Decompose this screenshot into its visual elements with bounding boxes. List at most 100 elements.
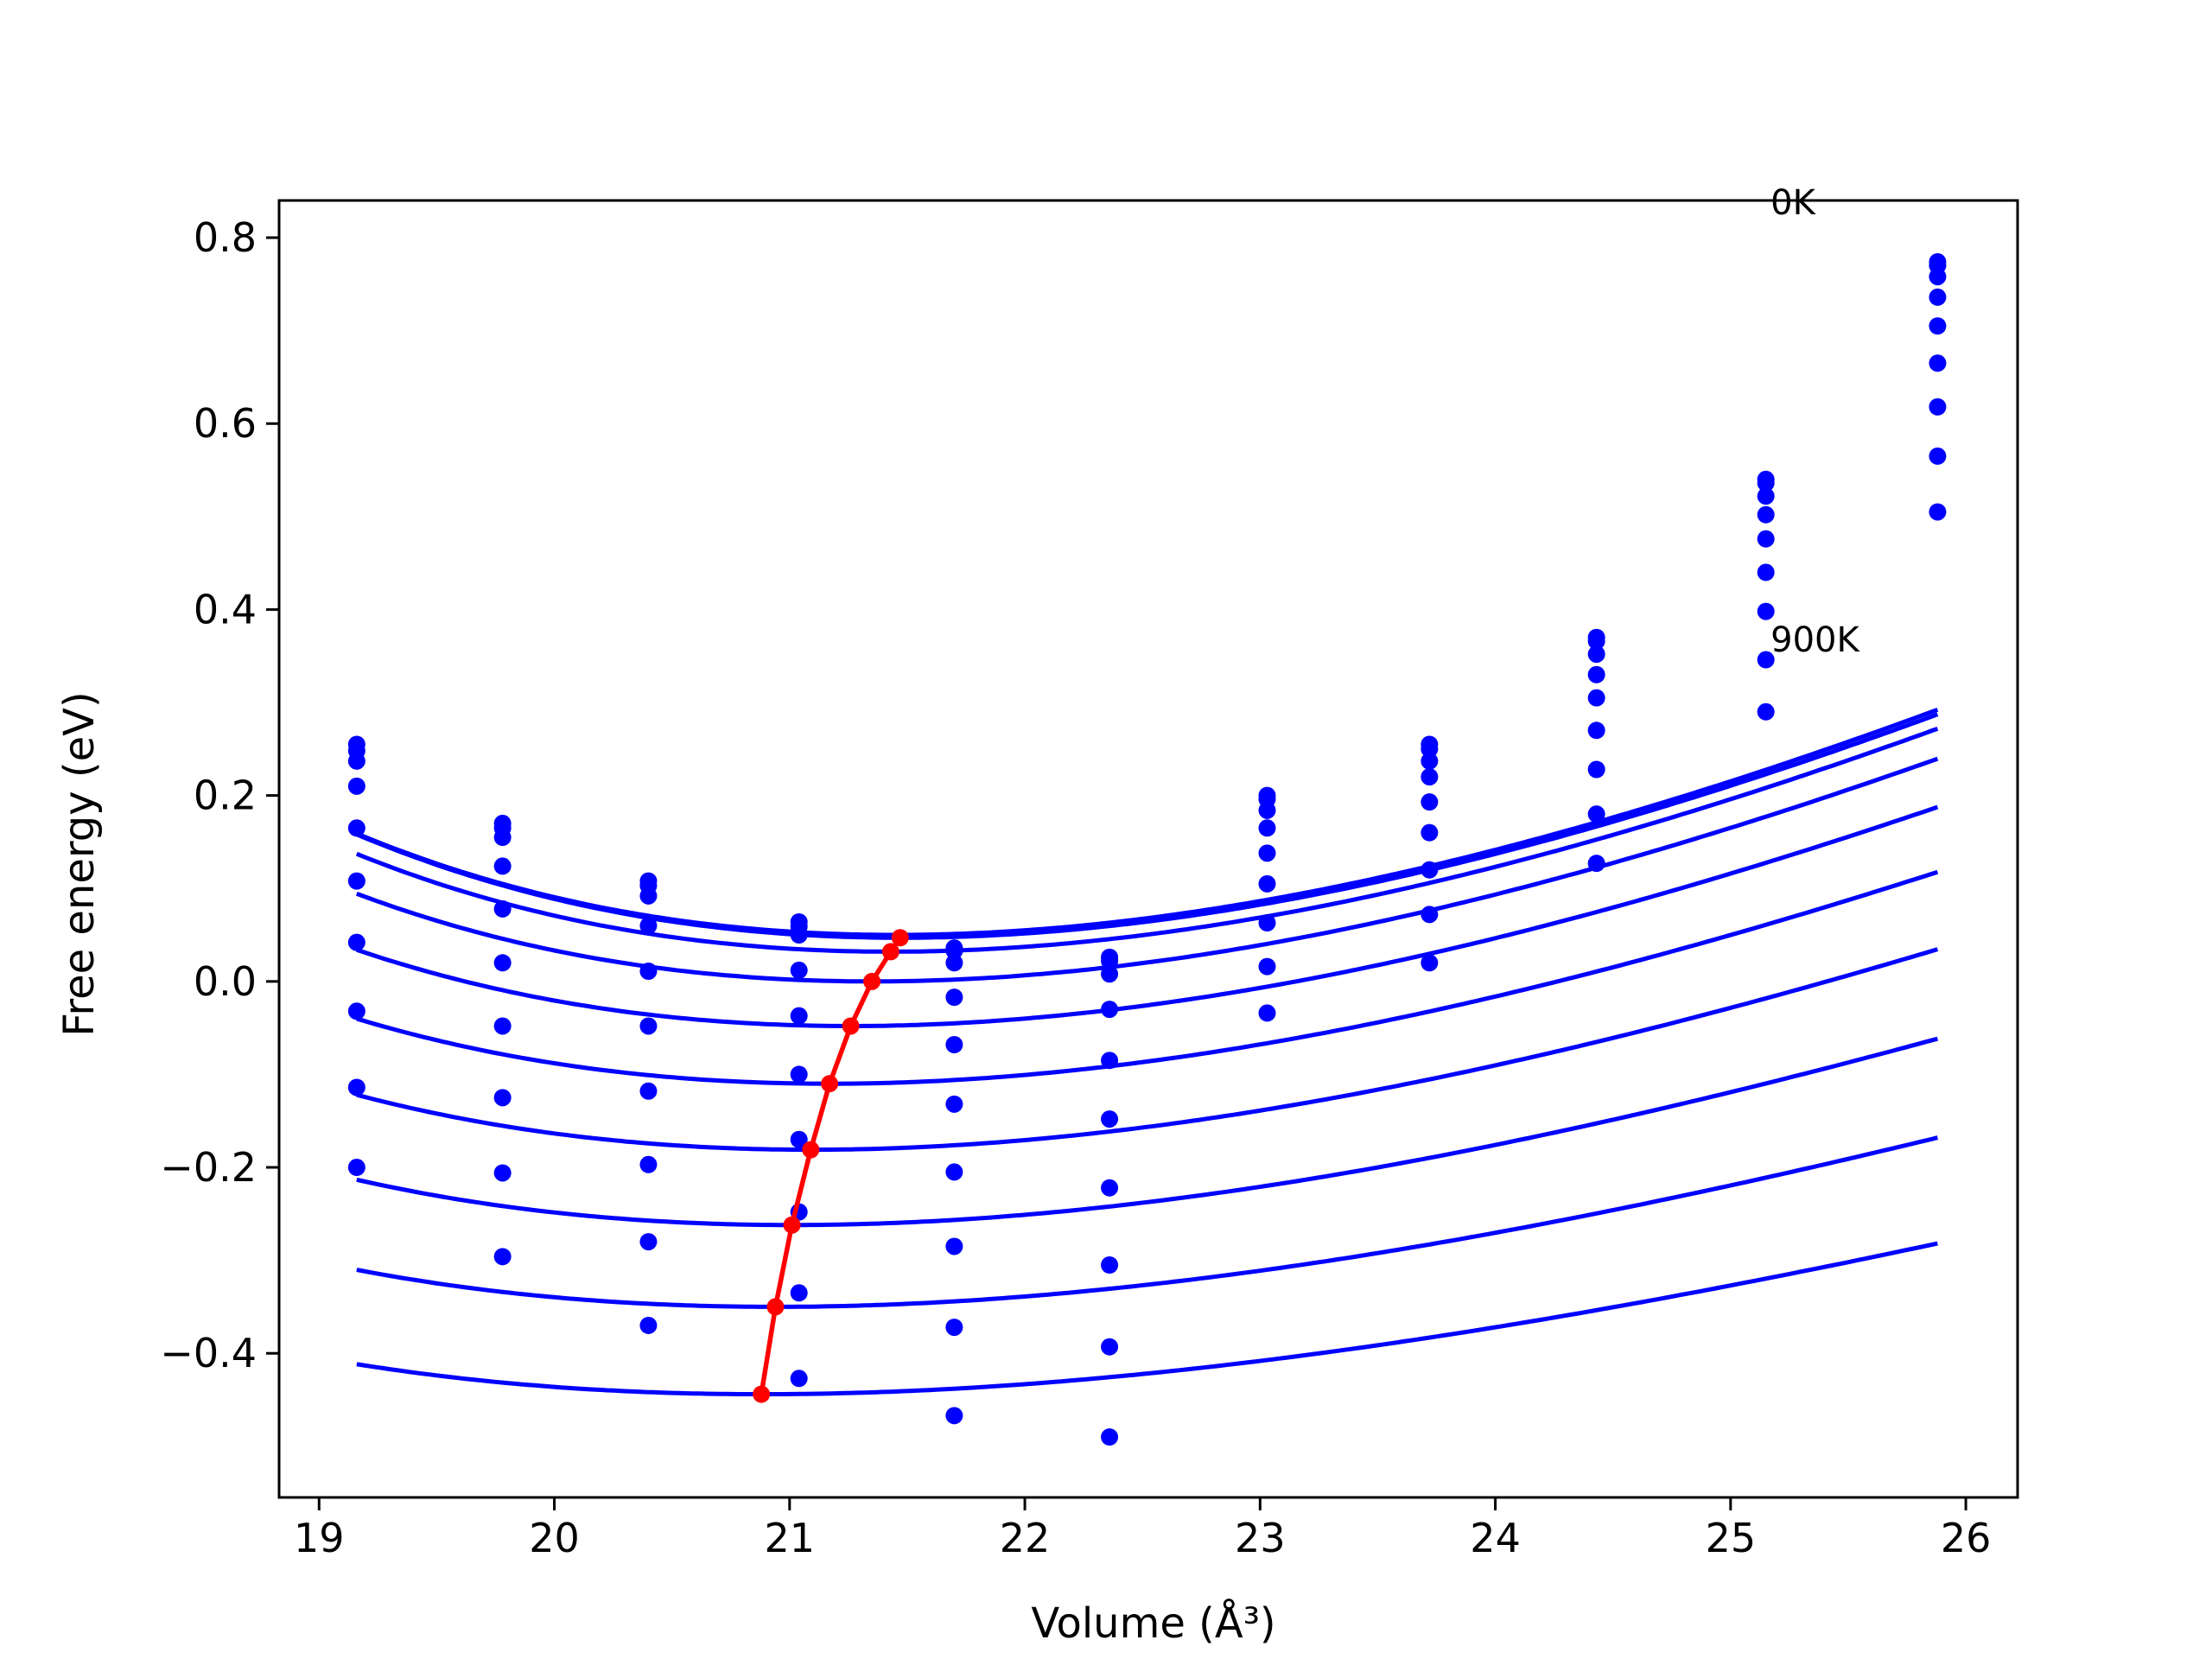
data-point <box>1101 1338 1119 1356</box>
data-point <box>639 1316 658 1334</box>
data-point <box>1101 1179 1119 1197</box>
fit-curve-7 <box>356 1036 1939 1228</box>
temperature-annotation: 900K <box>1770 620 1860 660</box>
x-axis-label: Volume (Å³) <box>1031 1599 1275 1648</box>
data-point <box>1421 861 1439 879</box>
data-point <box>1757 563 1775 582</box>
data-point <box>790 1007 808 1025</box>
data-point <box>1258 957 1276 976</box>
data-point <box>639 1233 658 1251</box>
fit-curve-1 <box>355 712 1939 940</box>
data-point <box>1101 1110 1119 1128</box>
data-point <box>1258 1004 1276 1022</box>
data-point <box>347 1078 365 1096</box>
data-point <box>945 1095 963 1113</box>
data-point <box>945 1163 963 1181</box>
minimum-point <box>802 1141 820 1159</box>
data-point <box>347 872 365 890</box>
data-point <box>347 933 365 951</box>
data-point <box>347 752 365 770</box>
data-point <box>1757 602 1775 620</box>
data-point <box>945 1237 963 1255</box>
plot-frame <box>277 199 2019 1499</box>
fit-curve-6 <box>356 947 1939 1153</box>
minimum-point <box>891 929 909 947</box>
data-point <box>347 777 365 795</box>
data-point <box>790 1130 808 1148</box>
data-point <box>790 1065 808 1084</box>
data-point <box>1421 793 1439 811</box>
minimum-point <box>881 943 899 961</box>
x-tick-label: 21 <box>765 1515 816 1561</box>
data-point <box>1587 721 1605 740</box>
data-point <box>493 1248 512 1266</box>
data-point <box>790 961 808 979</box>
y-tick-label: 0.4 <box>194 586 257 632</box>
y-axis-label: Free energy (eV) <box>55 691 104 1036</box>
fit-curve-5 <box>356 869 1939 1086</box>
data-point <box>493 899 512 918</box>
data-point <box>1258 914 1276 932</box>
data-point <box>1421 740 1439 758</box>
data-point <box>347 819 365 837</box>
data-point <box>1757 702 1775 721</box>
annotations: 0K 900K <box>1770 183 1860 660</box>
fit-curve-8 <box>356 1135 1939 1309</box>
y-tick-label: −0.2 <box>160 1144 257 1191</box>
data-point <box>493 829 512 847</box>
data-point <box>945 988 963 1007</box>
data-point <box>639 887 658 905</box>
data-point <box>1421 823 1439 842</box>
y-tick-label: 0.8 <box>194 214 257 261</box>
y-tick-label: −0.4 <box>160 1330 257 1376</box>
data-point <box>493 1089 512 1107</box>
data-point <box>1101 1428 1119 1446</box>
data-point <box>790 1370 808 1388</box>
y-tick-label: 0.6 <box>194 400 257 447</box>
minimum-point <box>783 1216 801 1234</box>
fit-curve-3 <box>355 756 1939 984</box>
x-tick-label: 19 <box>294 1515 345 1561</box>
data-point <box>1757 474 1775 493</box>
data-point <box>1421 752 1439 770</box>
data-point <box>945 1035 963 1053</box>
data-point <box>1587 632 1605 651</box>
minimum-point <box>842 1017 860 1035</box>
axes: 19 20 21 22 23 24 25 26 −0.4 −0.2 0.0 0.2 0.4 0.6 0.8 <box>160 199 2019 1561</box>
data-point <box>1757 505 1775 524</box>
data-point <box>790 1284 808 1302</box>
data-point <box>1929 503 1947 521</box>
x-tick-label: 26 <box>1941 1515 1992 1561</box>
data-point <box>493 857 512 875</box>
data-point <box>945 954 963 972</box>
data-point <box>639 1082 658 1100</box>
data-point <box>1587 805 1605 823</box>
data-point <box>1929 397 1947 416</box>
data-point <box>347 1159 365 1177</box>
data-point <box>945 1319 963 1337</box>
data-point <box>493 954 512 972</box>
fit-curve-2 <box>355 726 1939 954</box>
data-point <box>347 1002 365 1020</box>
data-point <box>639 1155 658 1173</box>
temperature-annotation: 0K <box>1770 183 1816 223</box>
data-point <box>1757 530 1775 548</box>
data-point <box>1587 855 1605 873</box>
data-point <box>1587 665 1605 683</box>
data-point <box>1929 447 1947 465</box>
minimum-point <box>821 1075 839 1093</box>
data-point <box>493 1017 512 1035</box>
data-point <box>790 926 808 944</box>
data-point <box>1929 288 1947 306</box>
data-point <box>1101 965 1119 983</box>
x-tick-label: 25 <box>1706 1515 1757 1561</box>
data-point <box>1258 819 1276 837</box>
minimum-point <box>766 1298 785 1316</box>
data-point <box>639 1017 658 1035</box>
minimum-point <box>753 1385 771 1403</box>
fit-curve-9 <box>356 1241 1938 1397</box>
y-tick-label: 0.2 <box>194 772 257 819</box>
minimum-point <box>863 972 881 990</box>
